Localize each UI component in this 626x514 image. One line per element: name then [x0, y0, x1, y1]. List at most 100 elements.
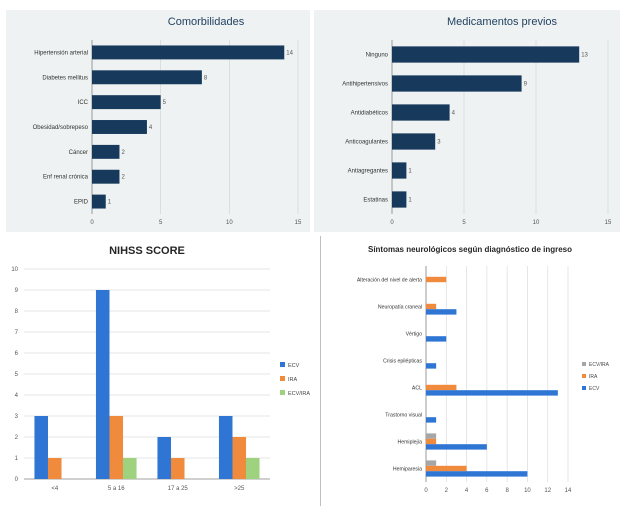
y-tick-label: 2 [15, 435, 19, 441]
bar [92, 120, 147, 134]
bar [232, 437, 247, 479]
y-tick-label: 1 [15, 456, 19, 462]
legend-label: ECV/IRA [589, 362, 610, 368]
x-tick-label: 17 a 25 [168, 486, 189, 492]
x-tick-label: 5 [462, 220, 466, 226]
category-label: Anticoagulantes [345, 140, 388, 146]
data-label: 1 [408, 198, 412, 204]
y-tick-label: 4 [15, 393, 19, 399]
data-label: 1 [408, 169, 412, 175]
bar [426, 390, 558, 396]
bar [95, 290, 110, 479]
category-label: Cáncer [69, 150, 88, 156]
category-label: Trastorno visual [385, 413, 422, 419]
bar [392, 191, 407, 208]
category-label: Obesidad/sobrepeso [33, 125, 89, 131]
x-tick-label: 10 [524, 488, 531, 494]
data-label: 2 [121, 150, 125, 156]
category-label: Alteración del nivel de alerta [357, 278, 422, 284]
bar [426, 336, 447, 342]
legend-label: IRA [589, 374, 598, 380]
bar [392, 133, 436, 150]
legend-label: ECV [288, 363, 300, 369]
legend-swatch [582, 374, 586, 378]
data-label: 2 [121, 175, 125, 181]
x-tick-label: 8 [505, 488, 509, 494]
bar [109, 416, 124, 479]
y-tick-label: 8 [15, 309, 19, 315]
bar [392, 104, 450, 121]
bar [92, 45, 285, 60]
bar [426, 444, 487, 450]
sintomas-chart: Síntomas neurológicos según diagnóstico … [357, 245, 610, 494]
data-label: 14 [286, 50, 293, 56]
x-tick-label: 4 [465, 488, 469, 494]
bar [123, 458, 137, 479]
nihss-chart: NIHSS SCORE 0 1 2 3 4 5 6 7 8 9 10 <4 5 a 16 17 a 25 >2… [11, 245, 310, 492]
category-label: Crisis epilépticas [383, 359, 422, 365]
bar [426, 471, 528, 477]
x-tick-label: 15 [605, 220, 612, 226]
y-tick-label: 6 [15, 351, 19, 357]
bar [47, 458, 62, 479]
bar [426, 438, 437, 445]
x-tick-label: 5 [159, 220, 163, 226]
x-tick-label: 0 [90, 220, 94, 226]
bar [392, 162, 407, 179]
category-label: Antiagregantes [348, 169, 388, 175]
legend-label: IRA [288, 377, 298, 383]
data-label: 8 [204, 75, 208, 81]
legend-label: ECV [589, 386, 600, 392]
bar [157, 437, 171, 479]
y-tick-label: 9 [15, 288, 19, 294]
y-tick-label: 10 [11, 267, 18, 273]
x-tick-label: 0 [424, 488, 428, 494]
y-tick-label: 5 [15, 372, 19, 378]
data-label: 9 [524, 82, 528, 88]
bar [426, 276, 447, 283]
chart-title: Síntomas neurológicos según diagnóstico … [368, 245, 572, 254]
bar [246, 458, 260, 479]
category-label: Antihipertensivos [342, 82, 388, 88]
data-label: 13 [581, 53, 588, 59]
x-tick-label: 10 [226, 220, 233, 226]
bar [170, 458, 185, 479]
bar [392, 75, 522, 92]
chart-title: Medicamentos previos [447, 16, 558, 28]
x-tick-label: 10 [533, 220, 540, 226]
legend-label: ECV/IRA [288, 391, 310, 397]
x-tick-label: 6 [485, 488, 489, 494]
medicamentos-panel: Medicamentos previos 0 5 10 15 Ninguno 13 Antih… [314, 10, 620, 232]
category-label: Hemiplejía [397, 440, 422, 446]
category-label: Antidiabéticos [351, 111, 388, 117]
bar [92, 144, 120, 159]
bar [92, 194, 106, 209]
bar [218, 416, 233, 479]
legend-swatch [280, 362, 285, 367]
bar [426, 433, 437, 439]
bar [92, 70, 202, 85]
bar [426, 309, 457, 315]
x-tick-label: >25 [234, 486, 245, 492]
legend-swatch [280, 376, 285, 381]
y-tick-label: 3 [15, 414, 19, 420]
x-tick-label: 12 [544, 488, 551, 494]
data-label: 4 [149, 125, 153, 131]
bar [426, 384, 457, 391]
data-label: 5 [163, 100, 167, 106]
category-label: EPID [74, 200, 89, 206]
category-label: ICC [78, 100, 89, 106]
y-tick-label: 7 [15, 330, 19, 336]
bar [426, 417, 437, 423]
data-label: 1 [108, 200, 112, 206]
bar [426, 303, 437, 310]
x-tick-label: 5 a 16 [108, 486, 125, 492]
x-tick-label: 14 [565, 488, 572, 494]
y-tick-label: 0 [15, 477, 19, 483]
category-label: Diabetes mellitus [42, 75, 88, 81]
nihss-panel: NIHSS SCORE 0 1 2 3 4 5 6 7 8 9 10 <4 5 a 16 17 a 25 >2… [6, 236, 321, 506]
category-label: Ninguno [366, 53, 389, 59]
legend-swatch [582, 386, 586, 390]
bar [426, 460, 437, 466]
